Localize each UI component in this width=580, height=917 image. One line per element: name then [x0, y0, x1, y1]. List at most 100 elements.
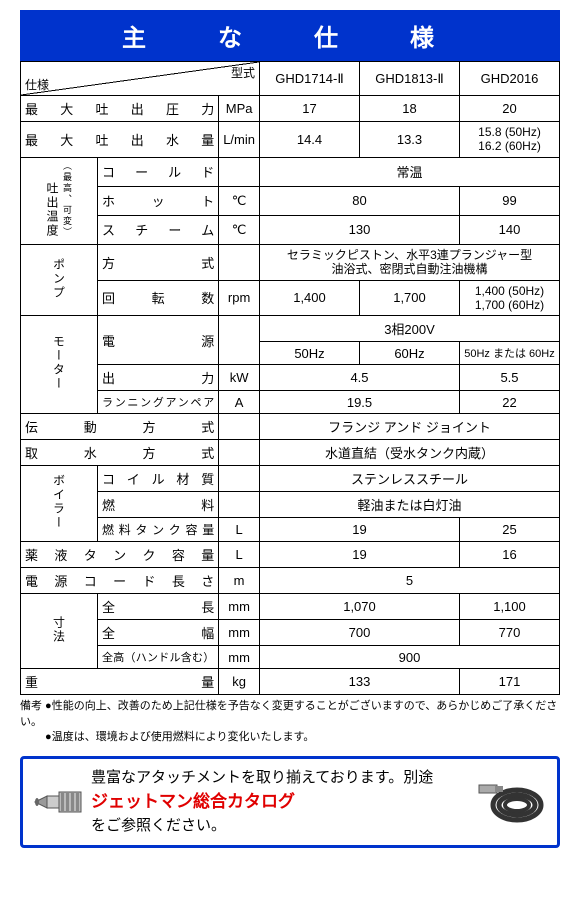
row-boiler-coil: ボイラー コイル材質 ステンレススチール: [21, 466, 560, 492]
val-12: 19: [260, 542, 460, 568]
row-motor-power-1: モーター 電源 3相200V: [21, 316, 560, 342]
row-water: 取水方式 水道直結（受水タンク内蔵）: [21, 440, 560, 466]
val-2: 1,400 (50Hz)1,700 (60Hz): [460, 280, 560, 316]
val: フランジ アンド ジョイント: [260, 414, 560, 440]
val-0: 17: [260, 96, 360, 122]
label: 電源: [98, 316, 219, 365]
val-0: 1,400: [260, 280, 360, 316]
val-12: 4.5: [260, 365, 460, 391]
val-3: 770: [460, 620, 560, 646]
catalog-text: 豊富なアタッチメントを取り揃えております。別途 ジェットマン総合カタログ をご参…: [91, 767, 469, 838]
unit: [219, 492, 260, 518]
catalog-box: 豊富なアタッチメントを取り揃えております。別途 ジェットマン総合カタログ をご参…: [20, 756, 560, 849]
model-col-1: GHD1813-Ⅱ: [360, 62, 460, 96]
label: 電源コード長さ: [21, 568, 219, 594]
label: スチーム: [98, 215, 219, 244]
model-col-2: GHD2016: [460, 62, 560, 96]
row-cord: 電源コード長さ m 5: [21, 568, 560, 594]
val-12: 80: [260, 186, 460, 215]
val-3: 140: [460, 215, 560, 244]
label: 重量: [21, 669, 219, 695]
val: 5: [260, 568, 560, 594]
unit: mm: [219, 594, 260, 620]
row-drive: 伝動方式 フランジ アンド ジョイント: [21, 414, 560, 440]
val-0: 50Hz: [260, 342, 360, 365]
val-12: 700: [260, 620, 460, 646]
spec-table: 仕様 型式 GHD1714-Ⅱ GHD1813-Ⅱ GHD2016 最大吐出圧力…: [20, 61, 560, 695]
label: 取水方式: [21, 440, 219, 466]
unit: kW: [219, 365, 260, 391]
val-2: 20: [460, 96, 560, 122]
unit: [219, 316, 260, 365]
unit: MPa: [219, 96, 260, 122]
row-motor-output: 出力 kW 4.5 5.5: [21, 365, 560, 391]
row-temp-cold: 吐出温度（最高、可変） コールド 常温: [21, 157, 560, 186]
header-model-label: 型式: [231, 64, 255, 81]
motor-group-label: モーター: [21, 316, 98, 414]
label: 最大吐出圧力: [21, 96, 219, 122]
unit: L: [219, 518, 260, 542]
val: セラミックピストン、水平3連プランジャー型油浴式、密閉式自動注油機構: [260, 244, 560, 280]
val-1: 18: [360, 96, 460, 122]
row-weight: 重量 kg 133 171: [21, 669, 560, 695]
header-spec-label: 仕様: [25, 76, 49, 93]
pump-group-label: ポンプ: [21, 244, 98, 316]
row-pump-type: ポンプ 方式 セラミックピストン、水平3連プランジャー型油浴式、密閉式自動注油機…: [21, 244, 560, 280]
hose-icon: [477, 779, 547, 824]
unit: [219, 244, 260, 280]
unit: [219, 414, 260, 440]
unit: L: [219, 542, 260, 568]
val-1: 13.3: [360, 122, 460, 158]
label: 全幅: [98, 620, 219, 646]
val-12: 19.5: [260, 391, 460, 414]
unit: kg: [219, 669, 260, 695]
unit: [219, 466, 260, 492]
val-3: 25: [460, 518, 560, 542]
row-max-pressure: 最大吐出圧力 MPa 17 18 20: [21, 96, 560, 122]
label: 方式: [98, 244, 219, 280]
val-2: 15.8 (50Hz)16.2 (60Hz): [460, 122, 560, 158]
val-3: 171: [460, 669, 560, 695]
val: 常温: [260, 157, 560, 186]
label: 全高（ハンドル含む）: [98, 646, 219, 669]
unit: ℃: [219, 215, 260, 244]
label: 出力: [98, 365, 219, 391]
row-temp-hot: ホット ℃ 80 99: [21, 186, 560, 215]
label: 燃料タンク容量: [98, 518, 219, 542]
temp-group-label: 吐出温度（最高、可変）: [21, 157, 98, 244]
row-temp-steam: スチーム ℃ 130 140: [21, 215, 560, 244]
val: 3相200V: [260, 316, 560, 342]
val-12: 19: [260, 518, 460, 542]
row-max-flow: 最大吐出水量 L/min 14.4 13.3 15.8 (50Hz)16.2 (…: [21, 122, 560, 158]
row-boiler-tank: 燃料タンク容量 L 19 25: [21, 518, 560, 542]
nozzle-icon: [33, 784, 83, 820]
label: コイル材質: [98, 466, 219, 492]
row-boiler-fuel: 燃料 軽油または白灯油: [21, 492, 560, 518]
val-12: 130: [260, 215, 460, 244]
unit: mm: [219, 646, 260, 669]
note-1: ●温度は、環境および使用燃料により変化いたします。: [20, 730, 560, 745]
val-1: 1,700: [360, 280, 460, 316]
note-0: 備考 ●性能の向上、改善のため上記仕様を予告なく変更することがございますので、あ…: [20, 699, 560, 730]
label: 最大吐出水量: [21, 122, 219, 158]
page-title: 主 な 仕 様: [20, 10, 560, 61]
val-3: 5.5: [460, 365, 560, 391]
notes: 備考 ●性能の向上、改善のため上記仕様を予告なく変更することがございますので、あ…: [20, 699, 560, 745]
unit: [219, 440, 260, 466]
row-dim-height: 全高（ハンドル含む） mm 900: [21, 646, 560, 669]
label: 全長: [98, 594, 219, 620]
unit: m: [219, 568, 260, 594]
row-chem: 薬液タンク容量 L 19 16: [21, 542, 560, 568]
val-12: 1,070: [260, 594, 460, 620]
header-row: 仕様 型式 GHD1714-Ⅱ GHD1813-Ⅱ GHD2016: [21, 62, 560, 96]
unit: mm: [219, 620, 260, 646]
val-0: 14.4: [260, 122, 360, 158]
val-3: 16: [460, 542, 560, 568]
label: コールド: [98, 157, 219, 186]
row-motor-amp: ランニングアンペア A 19.5 22: [21, 391, 560, 414]
val-3: 1,100: [460, 594, 560, 620]
row-dim-width: 全幅 mm 700 770: [21, 620, 560, 646]
unit: A: [219, 391, 260, 414]
label: 伝動方式: [21, 414, 219, 440]
val: ステンレススチール: [260, 466, 560, 492]
